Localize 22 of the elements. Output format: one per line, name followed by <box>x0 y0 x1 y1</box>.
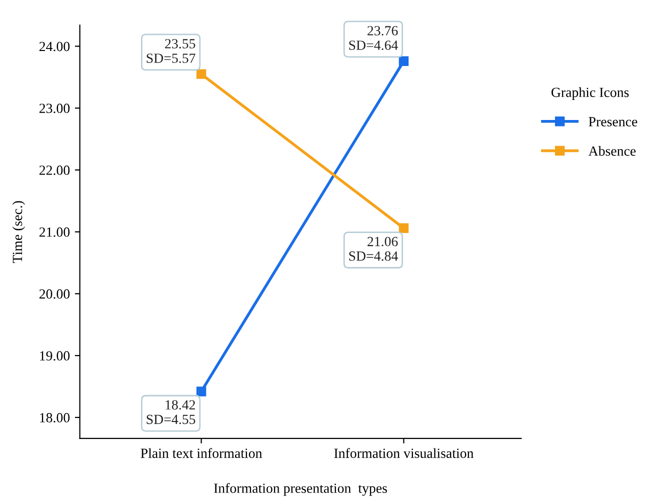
y-tick-label: 20.00 <box>39 289 70 299</box>
data-label: 23.76 SD=4.64 <box>349 26 398 50</box>
legend-label: Absence <box>588 146 636 156</box>
data-label: 23.55 SD=5.57 <box>146 39 196 63</box>
x-axis-title: Information presentation types <box>214 483 387 496</box>
point <box>196 386 206 396</box>
data-label: 21.06 SD=4.84 <box>349 236 398 261</box>
y-tick-label: 21.00 <box>39 227 70 237</box>
x-tick-label: Plain text information <box>140 448 262 458</box>
y-tick-label: 24.00 <box>39 42 70 52</box>
legend-label: Presence <box>588 117 638 126</box>
y-axis-title: Time (sec.) <box>12 201 25 263</box>
point <box>398 223 409 233</box>
data-label: 18.42 SD=4.55 <box>146 400 196 424</box>
point <box>196 69 206 79</box>
y-tick-label: 19.00 <box>40 351 70 361</box>
point <box>398 56 409 66</box>
y-tick-label: 22.00 <box>39 166 70 175</box>
x-tick-label: Information visualisation <box>334 448 474 458</box>
y-tick-label: 18.00 <box>40 413 70 422</box>
legend-title: Graphic Icons <box>551 87 629 100</box>
y-tick-label: 23.00 <box>39 104 70 114</box>
